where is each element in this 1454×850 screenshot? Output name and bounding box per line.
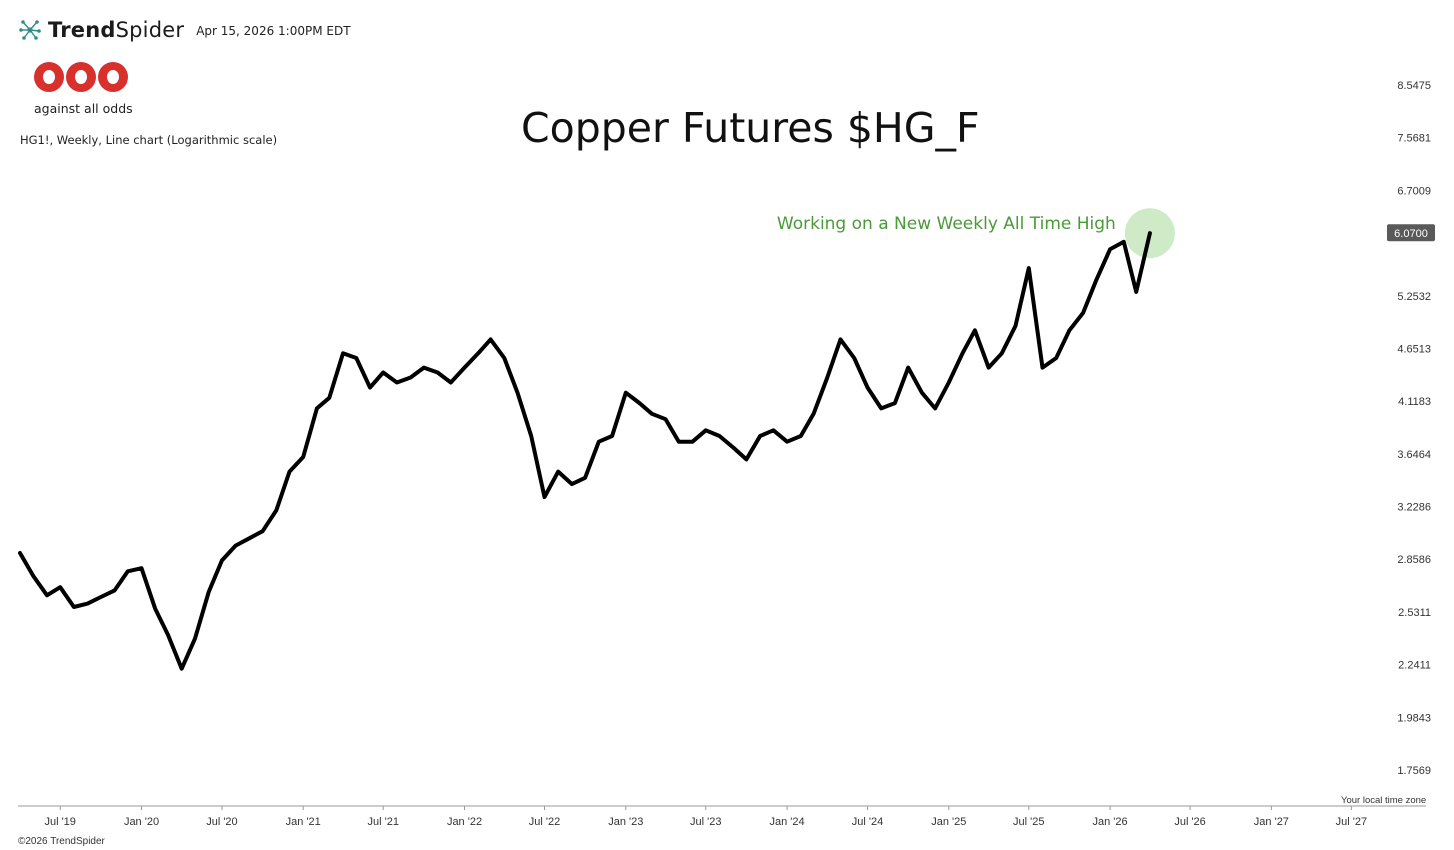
x-tick-label: Jan '20 xyxy=(124,816,159,828)
chart-description: HG1!, Weekly, Line chart (Logarithmic sc… xyxy=(20,133,278,147)
x-tick-label: Jan '23 xyxy=(608,816,643,828)
y-tick-label: 7.5681 xyxy=(1397,133,1431,145)
x-tick-label: Jul '27 xyxy=(1336,816,1367,828)
y-tick-label: 5.2532 xyxy=(1397,291,1431,303)
y-tick-label: 2.8586 xyxy=(1397,554,1431,566)
x-tick-label: Jul '25 xyxy=(1013,816,1044,828)
y-tick-label: 4.1183 xyxy=(1398,396,1431,408)
timezone-note: Your local time zone xyxy=(1341,795,1427,806)
y-tick-label: 2.2411 xyxy=(1398,660,1431,672)
last-price-value: 6.0700 xyxy=(1394,228,1428,240)
chart-timestamp: Apr 15, 2026 1:00PM EDT xyxy=(196,24,351,38)
trendspider-logo-icon xyxy=(19,20,41,40)
y-tick-label: 4.6513 xyxy=(1397,343,1431,355)
y-tick-label: 3.2286 xyxy=(1397,502,1431,514)
x-axis: Jul '19 Jan '20 Jul '20 Jan '21 Jul '21 Jan '… xyxy=(44,806,1367,828)
x-tick-label: Jul '21 xyxy=(367,816,398,828)
header: TrendSpider Apr 15, 2026 1:00PM EDT xyxy=(18,18,351,42)
against-all-odds-logo-icon xyxy=(34,62,128,92)
x-tick-label: Jan '25 xyxy=(931,816,966,828)
y-axis: 8.5475 7.5681 6.7009 5.2532 4.6513 4.1183 3.64… xyxy=(1397,80,1431,777)
x-tick-label: Jul '22 xyxy=(529,816,560,828)
price-line xyxy=(18,231,1152,671)
footer-copyright: ©2026 TrendSpider xyxy=(18,836,105,847)
y-tick-label: 3.6464 xyxy=(1397,449,1431,461)
x-tick-label: Jul '20 xyxy=(206,816,237,828)
y-tick-label: 8.5475 xyxy=(1397,80,1431,92)
x-tick-label: Jul '19 xyxy=(44,816,75,828)
x-tick-label: Jul '26 xyxy=(1174,816,1205,828)
brand-name: TrendSpider xyxy=(48,18,185,42)
x-tick-label: Jan '22 xyxy=(447,816,482,828)
y-tick-label: 1.7569 xyxy=(1397,765,1431,777)
x-tick-label: Jan '27 xyxy=(1254,816,1289,828)
y-tick-label: 2.5311 xyxy=(1398,607,1431,619)
x-tick-label: Jan '21 xyxy=(286,816,321,828)
x-tick-label: Jan '24 xyxy=(770,816,805,828)
y-tick-label: 6.7009 xyxy=(1397,185,1431,197)
x-tick-label: Jan '26 xyxy=(1093,816,1128,828)
last-price-badge: 6.0700 xyxy=(1387,224,1435,242)
chart-title: Copper Futures $HG_F xyxy=(521,104,980,152)
x-tick-label: Jul '23 xyxy=(690,816,721,828)
annotation-label: Working on a New Weekly All Time High xyxy=(777,214,1116,234)
y-tick-label: 1.9843 xyxy=(1397,712,1431,724)
logo-tagline: against all odds xyxy=(34,101,133,116)
x-tick-label: Jul '24 xyxy=(852,816,883,828)
